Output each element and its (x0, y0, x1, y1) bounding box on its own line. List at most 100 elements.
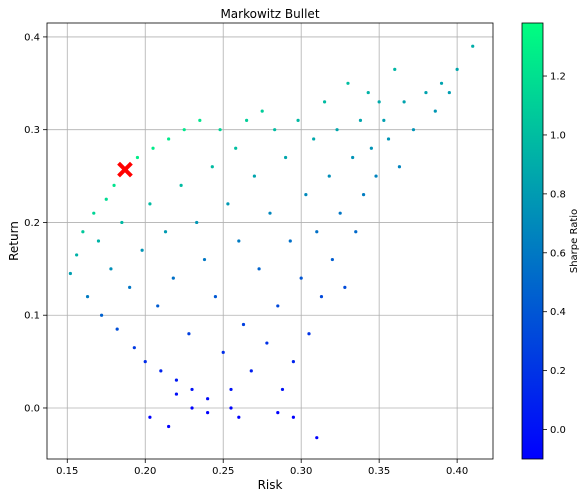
plot-frame (46, 22, 494, 460)
y-tick-label: 0.0 (24, 403, 40, 414)
data-point (288, 239, 292, 243)
plot-area (47, 23, 493, 459)
x-tick-label: 0.20 (134, 466, 156, 477)
data-point (135, 155, 140, 160)
data-point (195, 220, 199, 225)
data-point (221, 350, 225, 354)
data-point (210, 165, 214, 169)
y-tick-label: 0.3 (24, 125, 40, 136)
data-point (433, 109, 437, 113)
colorbar-tick-label: 0.2 (550, 366, 566, 377)
data-point (268, 211, 272, 215)
data-point (249, 369, 253, 373)
data-point (299, 276, 303, 280)
data-point (402, 100, 406, 104)
data-point (369, 146, 373, 150)
data-point (276, 411, 280, 415)
data-point (291, 359, 295, 364)
data-point (307, 332, 311, 336)
data-point (351, 155, 355, 160)
data-point (327, 174, 331, 178)
colorbar-tick-label: 0.4 (550, 307, 566, 318)
data-point (198, 118, 202, 123)
y-tick-label: 0.1 (24, 311, 40, 322)
data-point (312, 137, 316, 141)
colorbar-tick-label: 1.2 (550, 72, 566, 83)
data-point (245, 118, 249, 123)
data-point (68, 271, 72, 276)
data-point (361, 193, 366, 197)
data-point (159, 369, 163, 373)
colorbar (521, 22, 544, 460)
data-point (202, 257, 207, 262)
data-point (296, 118, 300, 123)
data-point (229, 406, 233, 410)
x-tick-label: 0.35 (368, 466, 390, 477)
data-point (96, 239, 101, 243)
colorbar-tick-label: 0.0 (550, 425, 566, 436)
y-tick-label: 0.4 (24, 32, 40, 43)
data-point (471, 44, 475, 48)
data-point (358, 118, 363, 123)
data-point (143, 359, 147, 364)
data-point (213, 295, 218, 299)
data-point (265, 341, 269, 345)
data-point (447, 90, 451, 95)
data-point (366, 90, 370, 95)
data-point (109, 267, 113, 271)
data-point (283, 155, 288, 160)
data-point (190, 387, 194, 392)
data-point (260, 109, 264, 113)
data-point (315, 230, 319, 234)
data-point (206, 411, 210, 415)
data-point (92, 211, 96, 215)
data-point (206, 397, 210, 401)
data-point (151, 146, 155, 150)
chart-title: Markowitz Bullet (220, 7, 319, 21)
data-point (237, 415, 241, 419)
data-point (115, 327, 119, 331)
data-point (174, 378, 179, 382)
y-axis-label: Return (7, 221, 21, 261)
grid-lines (47, 23, 493, 459)
data-point (411, 128, 416, 132)
data-point (156, 304, 160, 308)
data-point (252, 174, 257, 178)
data-point (226, 202, 230, 206)
data-point (81, 230, 85, 234)
data-point (397, 165, 402, 169)
data-point (234, 146, 238, 150)
data-point (190, 406, 194, 410)
data-point (439, 81, 444, 85)
x-tick-label: 0.15 (56, 466, 78, 477)
y-axis-ticks: 0.0 0.1 0.2 0.3 0.4 (24, 32, 47, 414)
data-point (128, 285, 132, 289)
data-point (319, 295, 324, 299)
data-point (179, 183, 183, 187)
highlight-layer (117, 161, 133, 178)
data-point (335, 128, 339, 132)
data-point (163, 230, 168, 234)
data-point (167, 424, 171, 429)
data-point (322, 100, 327, 104)
data-point (291, 415, 295, 419)
data-points (68, 44, 475, 440)
data-point (112, 183, 116, 187)
data-point (382, 118, 386, 123)
data-point (104, 197, 108, 201)
x-axis-ticks: 0.15 0.20 0.25 0.30 0.35 0.40 (56, 459, 468, 477)
data-point (330, 257, 334, 262)
data-point (182, 128, 186, 132)
data-point (304, 193, 308, 197)
data-point (338, 211, 342, 215)
data-point (315, 436, 319, 440)
data-point (187, 332, 191, 336)
data-point (99, 313, 104, 317)
data-point (241, 322, 246, 327)
data-point (346, 81, 350, 85)
data-point (218, 128, 222, 132)
data-point (174, 392, 179, 396)
colorbar-label: Sharpe Ratio (569, 209, 580, 273)
